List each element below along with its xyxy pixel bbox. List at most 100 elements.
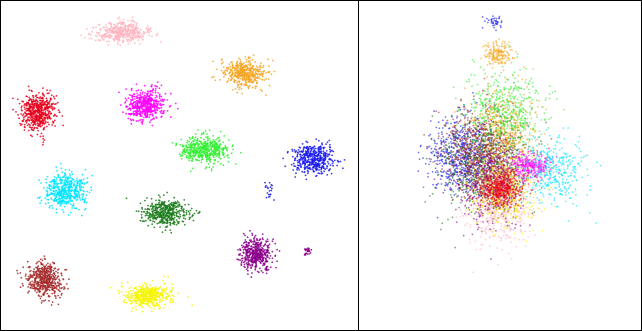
scatter-point (154, 91, 157, 94)
scatter-point (81, 198, 84, 200)
scatter-point (133, 95, 136, 98)
scatter-point (241, 254, 244, 257)
scatter-point (117, 23, 120, 25)
scatter-point (45, 189, 48, 192)
scatter-point (133, 33, 136, 36)
scatter-point (223, 156, 226, 158)
scatter-point (308, 164, 310, 167)
scatter-point (323, 158, 325, 160)
scatter-point (229, 65, 232, 68)
scatter-point (282, 157, 284, 160)
scatter-point (96, 35, 98, 38)
scatter-point (151, 89, 154, 92)
scatter-point (227, 160, 230, 163)
scatter-point (42, 104, 45, 107)
scatter-point (57, 174, 60, 177)
scatter-point (234, 71, 237, 74)
scatter-point (220, 69, 223, 72)
scatter-point (251, 272, 253, 274)
scatter-point (56, 269, 59, 271)
scatter-point (101, 36, 103, 39)
scatter-point (276, 248, 278, 251)
scatter-point (55, 297, 57, 300)
scatter-point (51, 280, 53, 283)
scatter-point (119, 28, 122, 31)
scatter-point (23, 116, 25, 119)
scatter-point (245, 73, 248, 76)
scatter-point (69, 174, 71, 177)
scatter-point (138, 102, 141, 105)
scatter-point (125, 105, 127, 107)
scatter-point (294, 159, 296, 161)
scatter-point (192, 140, 195, 142)
scatter-point (65, 179, 68, 182)
scatter-point (32, 129, 35, 132)
scatter-point (241, 259, 244, 262)
scatter-point (85, 194, 88, 197)
scatter-point (119, 35, 122, 38)
scatter-point (159, 104, 162, 106)
scatter-point (42, 113, 45, 116)
scatter-point (243, 263, 246, 266)
scatter-point (49, 263, 52, 266)
scatter-point (36, 196, 39, 199)
scatter-point (62, 124, 64, 127)
scatter-point (48, 205, 51, 208)
scatter-point (214, 79, 217, 82)
scatter-point (61, 193, 64, 195)
scatter-point (29, 286, 32, 289)
scatter-point (200, 141, 203, 144)
scatter-point (325, 156, 327, 158)
scatter-point (116, 30, 119, 32)
scatter-point (39, 279, 41, 282)
scatter-point (146, 105, 149, 108)
scatter-point (50, 107, 53, 109)
scatter-point (226, 69, 229, 71)
scatter-point (179, 213, 182, 216)
scatter-point (209, 143, 212, 146)
scatter-point (310, 152, 313, 155)
scatter-point (31, 100, 34, 103)
scatter-point (151, 216, 154, 218)
scatter-point (19, 286, 22, 289)
scatter-point (41, 124, 44, 127)
scatter-point (126, 281, 129, 284)
scatter-point (145, 27, 148, 30)
scatter-point (158, 95, 161, 98)
scatter-point (312, 146, 314, 149)
scatter-point (271, 250, 274, 253)
scatter-point (53, 180, 56, 183)
scatter-point (143, 211, 146, 213)
scatter-point (187, 143, 190, 146)
scatter-point (212, 138, 215, 141)
scatter-point (311, 157, 314, 160)
scatter-point (40, 276, 42, 279)
scatter-point (73, 189, 75, 192)
scatter-point (137, 120, 140, 122)
scatter-point (205, 136, 208, 139)
scatter-point (247, 60, 250, 63)
scatter-point (159, 102, 162, 105)
scatter-point (207, 147, 210, 150)
scatter-point (46, 89, 48, 91)
scatter-point (71, 189, 74, 192)
scatter-point (255, 72, 258, 75)
scatter-point (84, 168, 87, 171)
scatter-point (121, 282, 123, 285)
scatter-point (70, 195, 73, 198)
scatter-point (25, 104, 28, 107)
scatter-point (188, 218, 191, 221)
scatter-point (57, 271, 59, 274)
scatter-point (245, 58, 248, 61)
scatter-point (23, 123, 26, 126)
scatter-point (267, 78, 270, 80)
scatter-point (64, 172, 66, 175)
scatter-point (187, 203, 190, 206)
scatter-point (323, 167, 325, 170)
scatter-point (90, 186, 92, 189)
scatter-point (233, 78, 236, 81)
scatter-point (204, 130, 207, 132)
scatter-point (48, 106, 51, 108)
scatter-point (324, 154, 326, 156)
scatter-point (124, 36, 127, 39)
